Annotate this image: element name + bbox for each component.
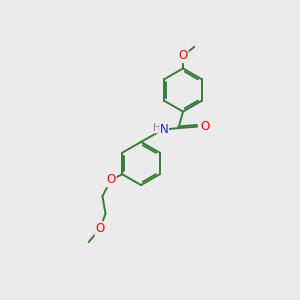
Text: O: O <box>106 173 116 186</box>
Text: O: O <box>200 120 209 133</box>
Text: O: O <box>178 49 188 62</box>
Text: O: O <box>95 222 105 235</box>
Text: N: N <box>160 123 169 136</box>
Text: H: H <box>153 123 161 133</box>
